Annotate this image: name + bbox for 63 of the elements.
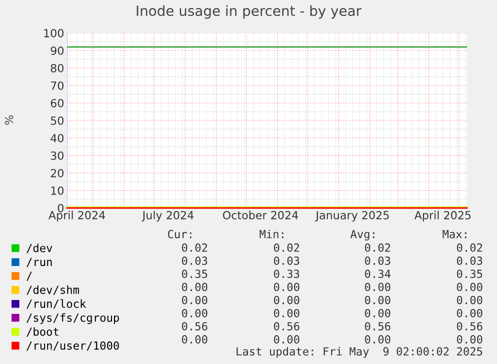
legend-label: /sys/fs/cgroup: [26, 313, 119, 324]
x-tick-label: April 2024: [48, 210, 106, 222]
legend-label: /run/user/1000: [26, 341, 119, 351]
text: 0.35: [456, 270, 482, 278]
text: 0.00: [456, 282, 482, 292]
text: 0.00: [364, 282, 390, 292]
text: 0.02: [456, 243, 482, 252]
text: 0.56: [456, 322, 482, 330]
legend-label: /dev/shm: [26, 285, 79, 295]
y-tick-label: 80: [50, 64, 64, 72]
text: 0.02: [274, 243, 300, 252]
y-tick-label: 50: [50, 116, 64, 125]
text: Last update: Fri May 9 02:00:02 2025: [236, 346, 482, 358]
text: Avg:: [350, 230, 374, 240]
text: 0.03: [456, 256, 482, 265]
text: 0.00: [274, 296, 300, 304]
text: 0.56: [274, 322, 300, 330]
text: 0.56: [364, 322, 390, 330]
text: 0.00: [182, 282, 208, 292]
text: Max:: [442, 230, 466, 238]
y-axis-title: %: [4, 115, 14, 125]
y-tick-label: 60: [50, 98, 64, 108]
text: 0.03: [364, 256, 390, 265]
legend-label: /dev: [26, 244, 52, 254]
y-tick-label: 90: [50, 46, 64, 55]
text: 0.02: [364, 243, 390, 252]
legend-label: /: [26, 272, 32, 281]
y-tick-label: 70: [50, 81, 64, 90]
text: 0.00: [182, 296, 208, 304]
text: 0.00: [364, 308, 390, 318]
y-tick-label: 100: [44, 28, 64, 38]
text: 0.00: [274, 308, 300, 318]
text: 0.00: [364, 296, 390, 304]
legend-label: /run/lock: [26, 299, 86, 309]
legend-label: /boot: [26, 327, 58, 337]
text: 0.00: [364, 335, 390, 344]
text: 0.03: [182, 256, 208, 265]
x-tick-label: October 2024: [222, 210, 298, 220]
text: 0.00: [456, 335, 482, 344]
y-tick-label: 30: [50, 151, 64, 160]
y-tick-label: 10: [51, 186, 64, 195]
text: 0.35: [182, 270, 208, 278]
text: 0.00: [456, 296, 482, 304]
x-tick-label: January 2025: [315, 210, 389, 222]
y-tick-label: 40: [50, 134, 64, 142]
text: 0.00: [274, 335, 300, 344]
text: 0.34: [364, 270, 390, 278]
legend-label: /run: [26, 258, 52, 268]
text: 0.00: [182, 308, 208, 318]
text: 0.02: [182, 243, 208, 252]
y-tick-label: 0: [58, 204, 64, 212]
text: 0.56: [182, 322, 208, 330]
chart-title: Inode usage in percent - by year: [136, 5, 362, 19]
text: 0.00: [274, 282, 300, 292]
text: 0.00: [182, 335, 208, 344]
text: 0.03: [274, 256, 300, 265]
y-tick-label: 20: [50, 168, 64, 178]
text: 0.00: [456, 308, 482, 318]
text: Cur:: [168, 230, 192, 238]
x-tick-label: April 2025: [414, 210, 471, 222]
text: 0.33: [274, 270, 300, 278]
x-tick-label: July 2024: [142, 210, 194, 222]
text: Min:: [260, 230, 284, 238]
